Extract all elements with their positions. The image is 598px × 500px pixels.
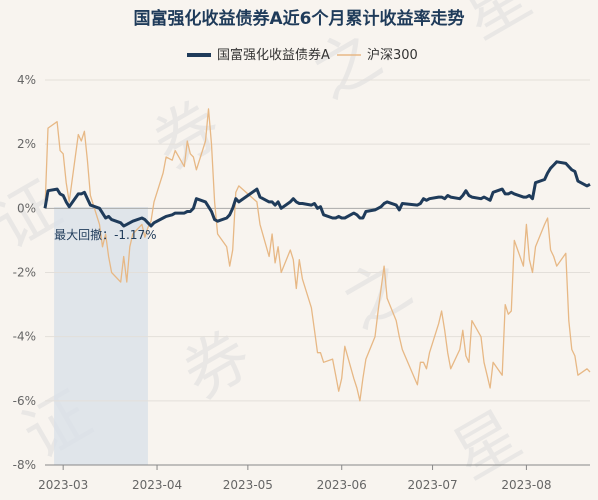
max-drawdown-label: 最大回撤：-1.17% [54,227,156,242]
fund-series-line [43,160,591,228]
x-tick-label: 2023-05 [223,478,273,492]
y-tick-label: -8% [13,458,36,472]
x-tick-label: 2023-04 [132,478,182,492]
annotation-layer: 最大回撤：-1.17% [54,227,156,242]
y-tick-label: -4% [13,330,36,344]
legend: 国富强化收益债券A 沪深300 [187,47,418,63]
drawdown-shade [54,207,148,465]
x-axis: 2023-03 2023-04 2023-05 2023-06 2023-07 2023-… [38,464,590,492]
benchmark-series-line [44,108,591,402]
x-tick-label: 2023-06 [317,478,367,492]
watermark-text: 券 [171,318,263,414]
legend-label: 国富强化收益债券A [217,47,330,63]
x-tick-label: 2023-07 [407,478,457,492]
watermark-text: 券 [141,88,233,184]
y-tick-label: -2% [13,266,36,280]
watermark-text: 星 [451,0,543,54]
legend-label: 沪深300 [367,47,418,63]
x-tick-label: 2023-08 [501,478,551,492]
y-axis: 4% 2% 0% -2% -4% -6% -8% [13,73,36,472]
y-tick-label: 0% [17,201,36,215]
x-tick-label: 2023-03 [38,478,88,492]
y-tick-label: 4% [17,73,36,87]
drawdown-shade-layer [54,207,148,465]
watermark-text: 之 [301,18,393,114]
series-layer [43,108,591,402]
y-tick-label: 2% [17,137,36,151]
y-tick-label: -6% [13,394,36,408]
chart-title: 国富强化收益债券A近6个月累计收益率走势 [134,8,465,29]
watermark-text: 之 [331,248,423,344]
